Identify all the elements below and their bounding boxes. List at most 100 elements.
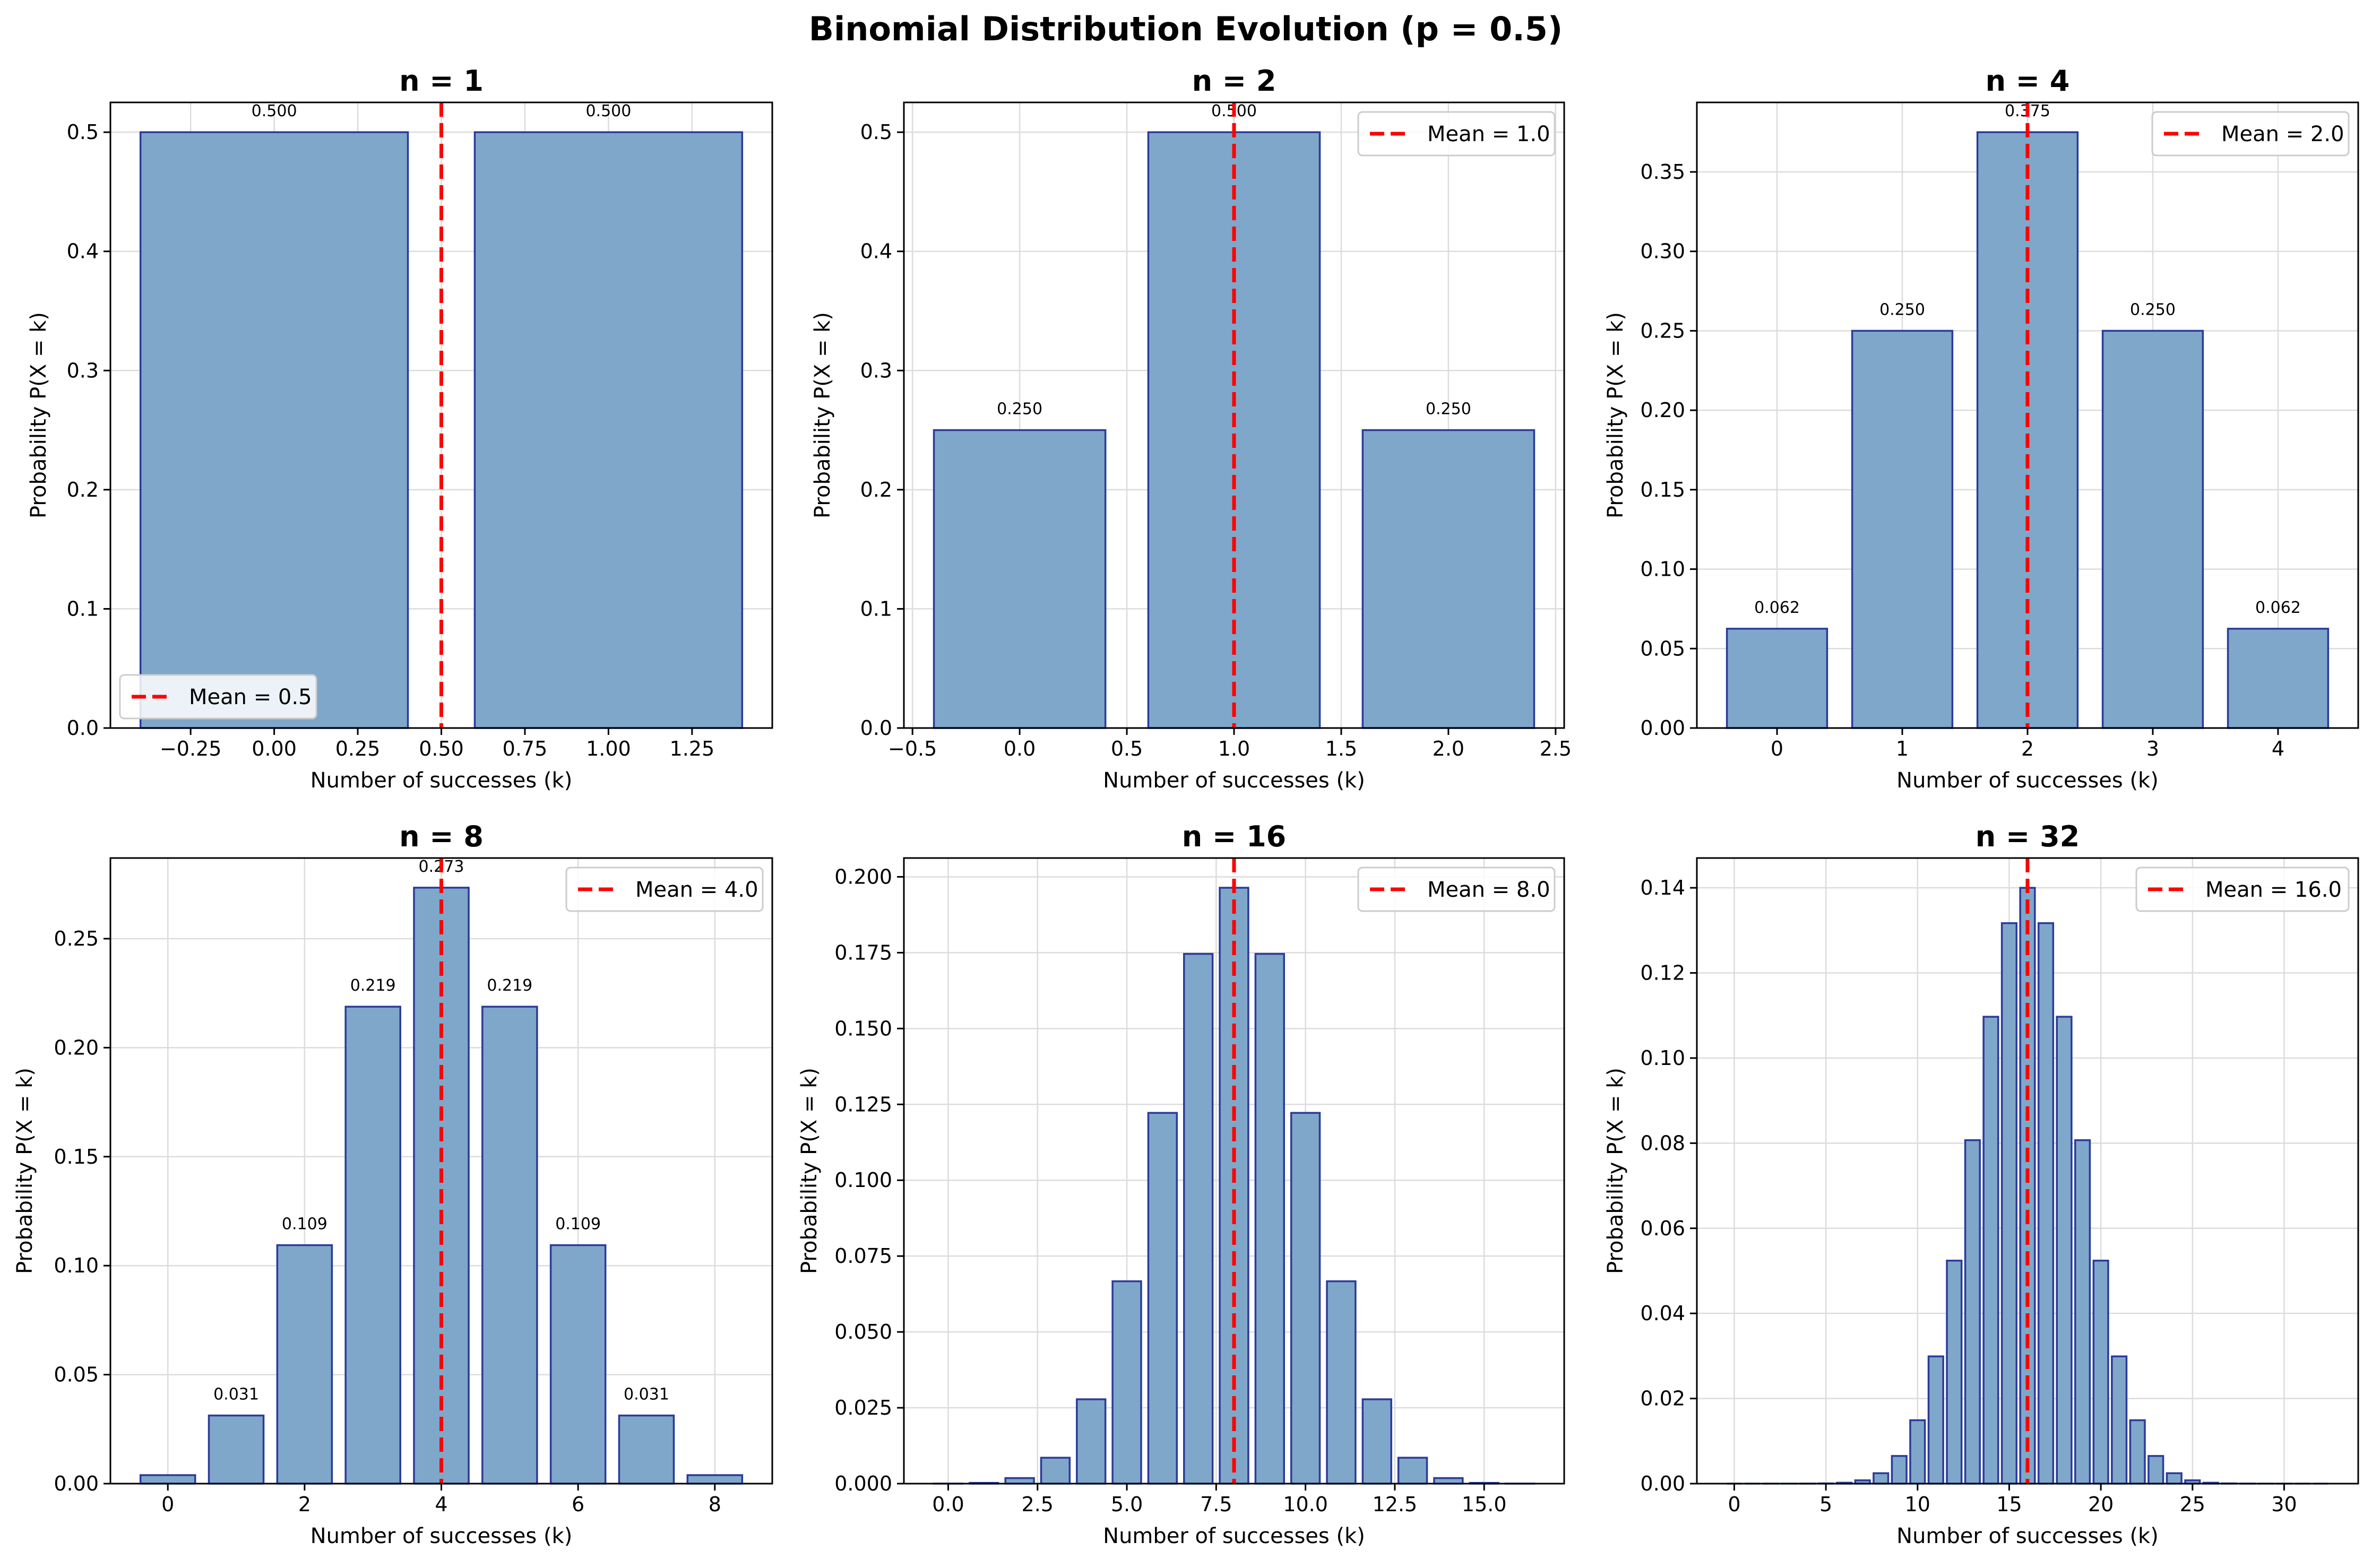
- y-tick-label: 0.25: [54, 927, 99, 950]
- bar: [933, 429, 1107, 729]
- legend-label: Mean = 4.0: [635, 878, 758, 902]
- x-tick-label: 0: [1771, 737, 1783, 760]
- x-tick-label: 25: [2180, 1493, 2205, 1516]
- x-tick-label: −0.25: [160, 737, 221, 760]
- y-tick-label: 0.000: [834, 1472, 892, 1495]
- bar: [2037, 922, 2055, 1485]
- x-tick-label: 30: [2271, 1493, 2297, 1516]
- x-axis-label: Number of successes (k): [1896, 1524, 2159, 1548]
- bar: [1726, 628, 1828, 729]
- bar: [473, 131, 744, 729]
- legend: Mean = 8.0: [1357, 867, 1556, 912]
- bar: [1873, 1472, 1890, 1485]
- bar-value-label: 0.500: [252, 102, 297, 120]
- bar: [1964, 1139, 1981, 1485]
- bar-value-label: 0.109: [555, 1215, 601, 1234]
- y-tick-label: 0.00: [1640, 1472, 1685, 1495]
- bar: [2129, 1419, 2146, 1485]
- x-axis-label: Number of successes (k): [1896, 768, 2159, 793]
- x-tick-label: 1.5: [1325, 737, 1357, 760]
- chart-panel-3: 0.0620.2500.3750.2500.062012340.000.050.…: [1603, 64, 2359, 793]
- x-tick-label: 0.75: [503, 737, 548, 760]
- y-tick-label: 0.5: [67, 120, 99, 144]
- bar: [1147, 1112, 1178, 1485]
- y-tick-label: 0.08: [1640, 1131, 1685, 1155]
- chart-title: n = 8: [399, 820, 484, 853]
- x-tick-label: 2: [298, 1493, 311, 1516]
- bar: [2092, 1259, 2109, 1485]
- y-tick-label: 0.10: [1640, 558, 1685, 581]
- bar: [1982, 1016, 1999, 1485]
- bar-value-label: 0.500: [585, 102, 631, 120]
- bar-value-label: 0.250: [1879, 300, 1925, 319]
- bar: [2074, 1139, 2091, 1485]
- y-tick-label: 0.05: [54, 1363, 99, 1387]
- bar: [1397, 1457, 1428, 1485]
- legend: Mean = 1.0: [1357, 111, 1556, 157]
- y-tick-label: 0.025: [834, 1396, 892, 1419]
- bar: [1361, 1398, 1392, 1485]
- x-tick-label: 0.5: [1111, 737, 1143, 760]
- y-tick-label: 0.3: [67, 359, 99, 382]
- bar: [1183, 952, 1214, 1485]
- chart-title: n = 2: [1192, 64, 1276, 98]
- y-tick-label: 0.2: [67, 478, 99, 501]
- x-tick-label: 1.0: [1218, 737, 1250, 760]
- x-tick-label: 1: [1896, 737, 1909, 760]
- x-axis-label: Number of successes (k): [310, 1524, 573, 1548]
- bar-value-label: 0.062: [2255, 599, 2301, 617]
- y-tick-label: 0.12: [1640, 961, 1685, 985]
- x-axis-label: Number of successes (k): [310, 768, 573, 793]
- x-tick-label: 5: [1819, 1493, 1832, 1516]
- legend-box: [1357, 111, 1556, 157]
- bar: [208, 1414, 265, 1485]
- y-tick-label: 0.10: [54, 1254, 99, 1277]
- x-tick-label: 0: [161, 1493, 174, 1516]
- bar: [1004, 1477, 1035, 1485]
- legend-box: [565, 867, 764, 912]
- x-tick-label: 1.25: [670, 737, 715, 760]
- y-axis-label: Probability P(X = k): [810, 312, 835, 518]
- y-tick-label: 0.35: [1640, 160, 1685, 184]
- bar: [139, 131, 409, 729]
- x-tick-label: 20: [2088, 1493, 2114, 1516]
- y-tick-label: 0.1: [860, 597, 892, 620]
- y-tick-label: 0.10: [1640, 1046, 1685, 1070]
- y-tick-label: 0.3: [860, 359, 892, 382]
- bar-value-label: 0.062: [1754, 599, 1800, 617]
- legend: Mean = 2.0: [2151, 111, 2350, 157]
- bar-value-label: 0.250: [2130, 300, 2176, 319]
- bar: [549, 1244, 607, 1485]
- x-tick-label: 6: [572, 1493, 584, 1516]
- bar: [2111, 1355, 2128, 1485]
- x-tick-label: 5.0: [1111, 1493, 1143, 1516]
- x-tick-label: 7.5: [1200, 1493, 1232, 1516]
- y-tick-label: 0.02: [1640, 1387, 1685, 1410]
- y-tick-label: 0.200: [834, 865, 892, 888]
- y-axis-label: Probability P(X = k): [13, 1068, 37, 1274]
- bar: [2000, 922, 2018, 1485]
- bar: [1361, 429, 1536, 729]
- bar: [1976, 131, 2079, 729]
- figure-title: Binomial Distribution Evolution (p = 0.5…: [809, 10, 1563, 48]
- bar: [1254, 952, 1285, 1485]
- bar: [2227, 628, 2330, 729]
- bar: [2019, 887, 2036, 1485]
- bar: [1111, 1280, 1142, 1485]
- bar: [1909, 1419, 1926, 1485]
- chart-panel-1: 0.500 0.500 −0.25 0.00 0.25 0.50 0.75 1.00 1.25 0…: [27, 64, 773, 793]
- bar: [344, 1006, 401, 1485]
- legend: Mean = 4.0: [565, 867, 764, 912]
- legend-label: Mean = 0.5: [189, 685, 312, 709]
- y-tick-label: 0.4: [860, 240, 892, 263]
- y-axis-label: Probability P(X = k): [1603, 312, 1628, 518]
- y-axis-label: Probability P(X = k): [797, 1068, 822, 1274]
- bar: [1851, 330, 1954, 729]
- bar: [1040, 1457, 1071, 1485]
- x-tick-label: 4: [435, 1493, 447, 1516]
- bar: [481, 1006, 538, 1485]
- bar-value-label: 0.031: [624, 1385, 669, 1404]
- legend-box: [2135, 867, 2350, 912]
- y-tick-label: 0.15: [54, 1145, 99, 1168]
- x-tick-label: 0.50: [419, 737, 464, 760]
